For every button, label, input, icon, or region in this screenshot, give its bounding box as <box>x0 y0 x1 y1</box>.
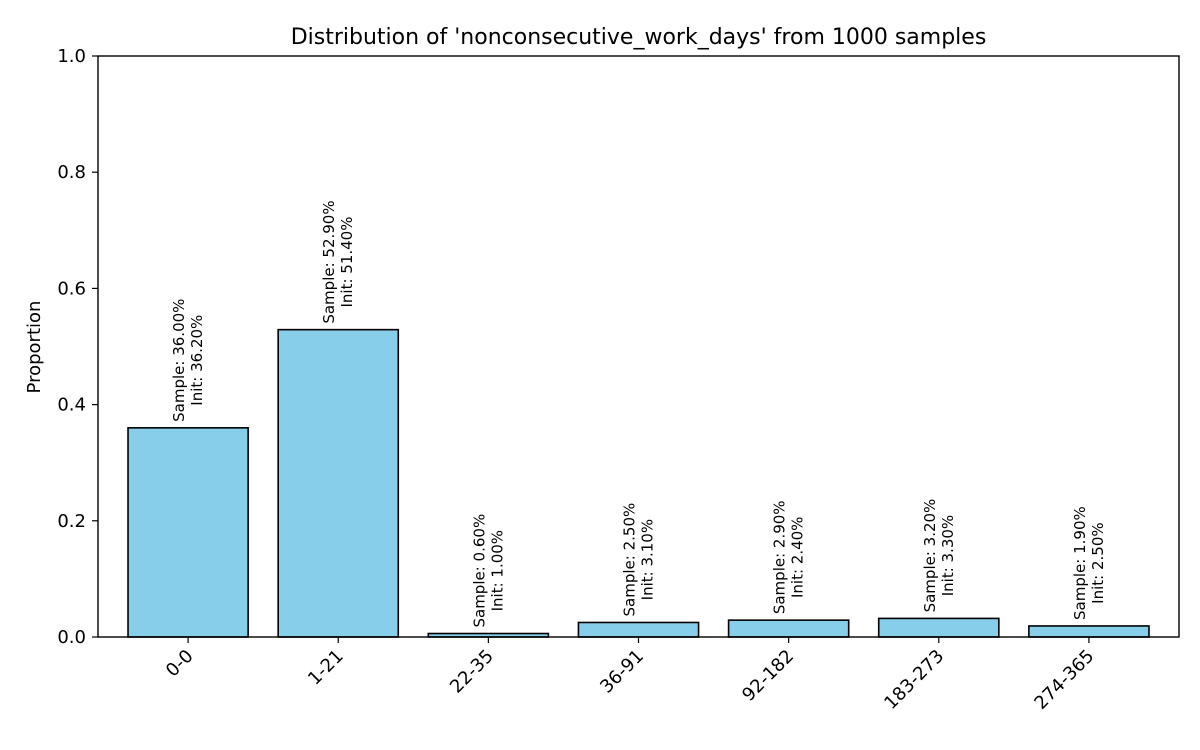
plot-frame <box>97 55 1180 638</box>
bar-annotation-1-21: Sample: 52.90% Init: 51.40% <box>320 200 356 323</box>
bar-init-label: Init: 1.00% <box>488 530 506 611</box>
x-axis-ticks: 0-0 1-21 22-35 36-91 92-182 183-273 274-365 <box>162 637 1098 714</box>
bar-annotation-92-182: Sample: 2.90% Init: 2.40% <box>771 500 807 614</box>
bar-sample-label: Sample: 3.20% <box>921 499 939 613</box>
y-tick-label: 0.8 <box>57 162 86 183</box>
bar-sample-label: Sample: 2.90% <box>771 500 789 614</box>
y-tick-label: 0.6 <box>57 278 86 299</box>
y-axis-label: Proportion <box>24 301 45 394</box>
bar-1-21 <box>277 328 400 638</box>
bar-183-273 <box>877 617 1000 638</box>
bar-sample-label: Sample: 1.90% <box>1071 506 1089 620</box>
bar-sample-label: Sample: 0.60% <box>470 514 488 628</box>
bar-annotation-274-365: Sample: 1.90% Init: 2.50% <box>1071 506 1107 620</box>
x-tick-label: 183-273 <box>880 646 948 714</box>
bars-group <box>127 328 1150 638</box>
x-tick-label: 274-365 <box>1030 646 1098 714</box>
bar-sample-label: Sample: 52.90% <box>320 200 338 323</box>
bar-labels-group: Sample: 36.00% Init: 36.20% Sample: 52.90%… <box>170 200 1107 627</box>
bar-274-365 <box>1028 625 1150 638</box>
bar-92-182 <box>727 619 850 638</box>
bar-sample-label: Sample: 36.00% <box>170 299 188 422</box>
bar-annotation-0-0: Sample: 36.00% Init: 36.20% <box>170 299 206 422</box>
chart-title: Distribution of 'nonconsecutive_work_day… <box>291 25 987 50</box>
bar-36-91 <box>577 621 700 638</box>
y-tick-label: 0.2 <box>57 511 86 532</box>
y-tick-label: 1.0 <box>57 46 86 67</box>
x-tick-label: 92-182 <box>738 646 798 706</box>
bar-init-label: Init: 36.20% <box>188 315 206 406</box>
x-tick-label: 36-91 <box>596 646 648 698</box>
x-tick-label: 1-21 <box>304 646 348 690</box>
bar-0-0 <box>127 427 249 638</box>
bar-init-label: Init: 2.50% <box>1089 522 1107 603</box>
y-axis-ticks: 0.0 0.2 0.4 0.6 0.8 1.0 <box>57 46 98 648</box>
x-tick-label: 22-35 <box>446 646 498 698</box>
y-tick-label: 0.4 <box>57 395 86 416</box>
bar-sample-label: Sample: 2.50% <box>621 503 639 617</box>
bar-annotation-183-273: Sample: 3.20% Init: 3.30% <box>921 499 957 613</box>
x-tick-label: 0-0 <box>162 646 198 682</box>
bar-init-label: Init: 51.40% <box>338 217 356 308</box>
bar-annotation-22-35: Sample: 0.60% Init: 1.00% <box>470 514 506 628</box>
bar-init-label: Init: 3.30% <box>939 515 957 596</box>
bar-init-label: Init: 3.10% <box>639 519 657 600</box>
bar-annotation-36-91: Sample: 2.50% Init: 3.10% <box>621 503 657 617</box>
y-tick-label: 0.0 <box>57 627 86 648</box>
bar-init-label: Init: 2.40% <box>789 517 807 598</box>
